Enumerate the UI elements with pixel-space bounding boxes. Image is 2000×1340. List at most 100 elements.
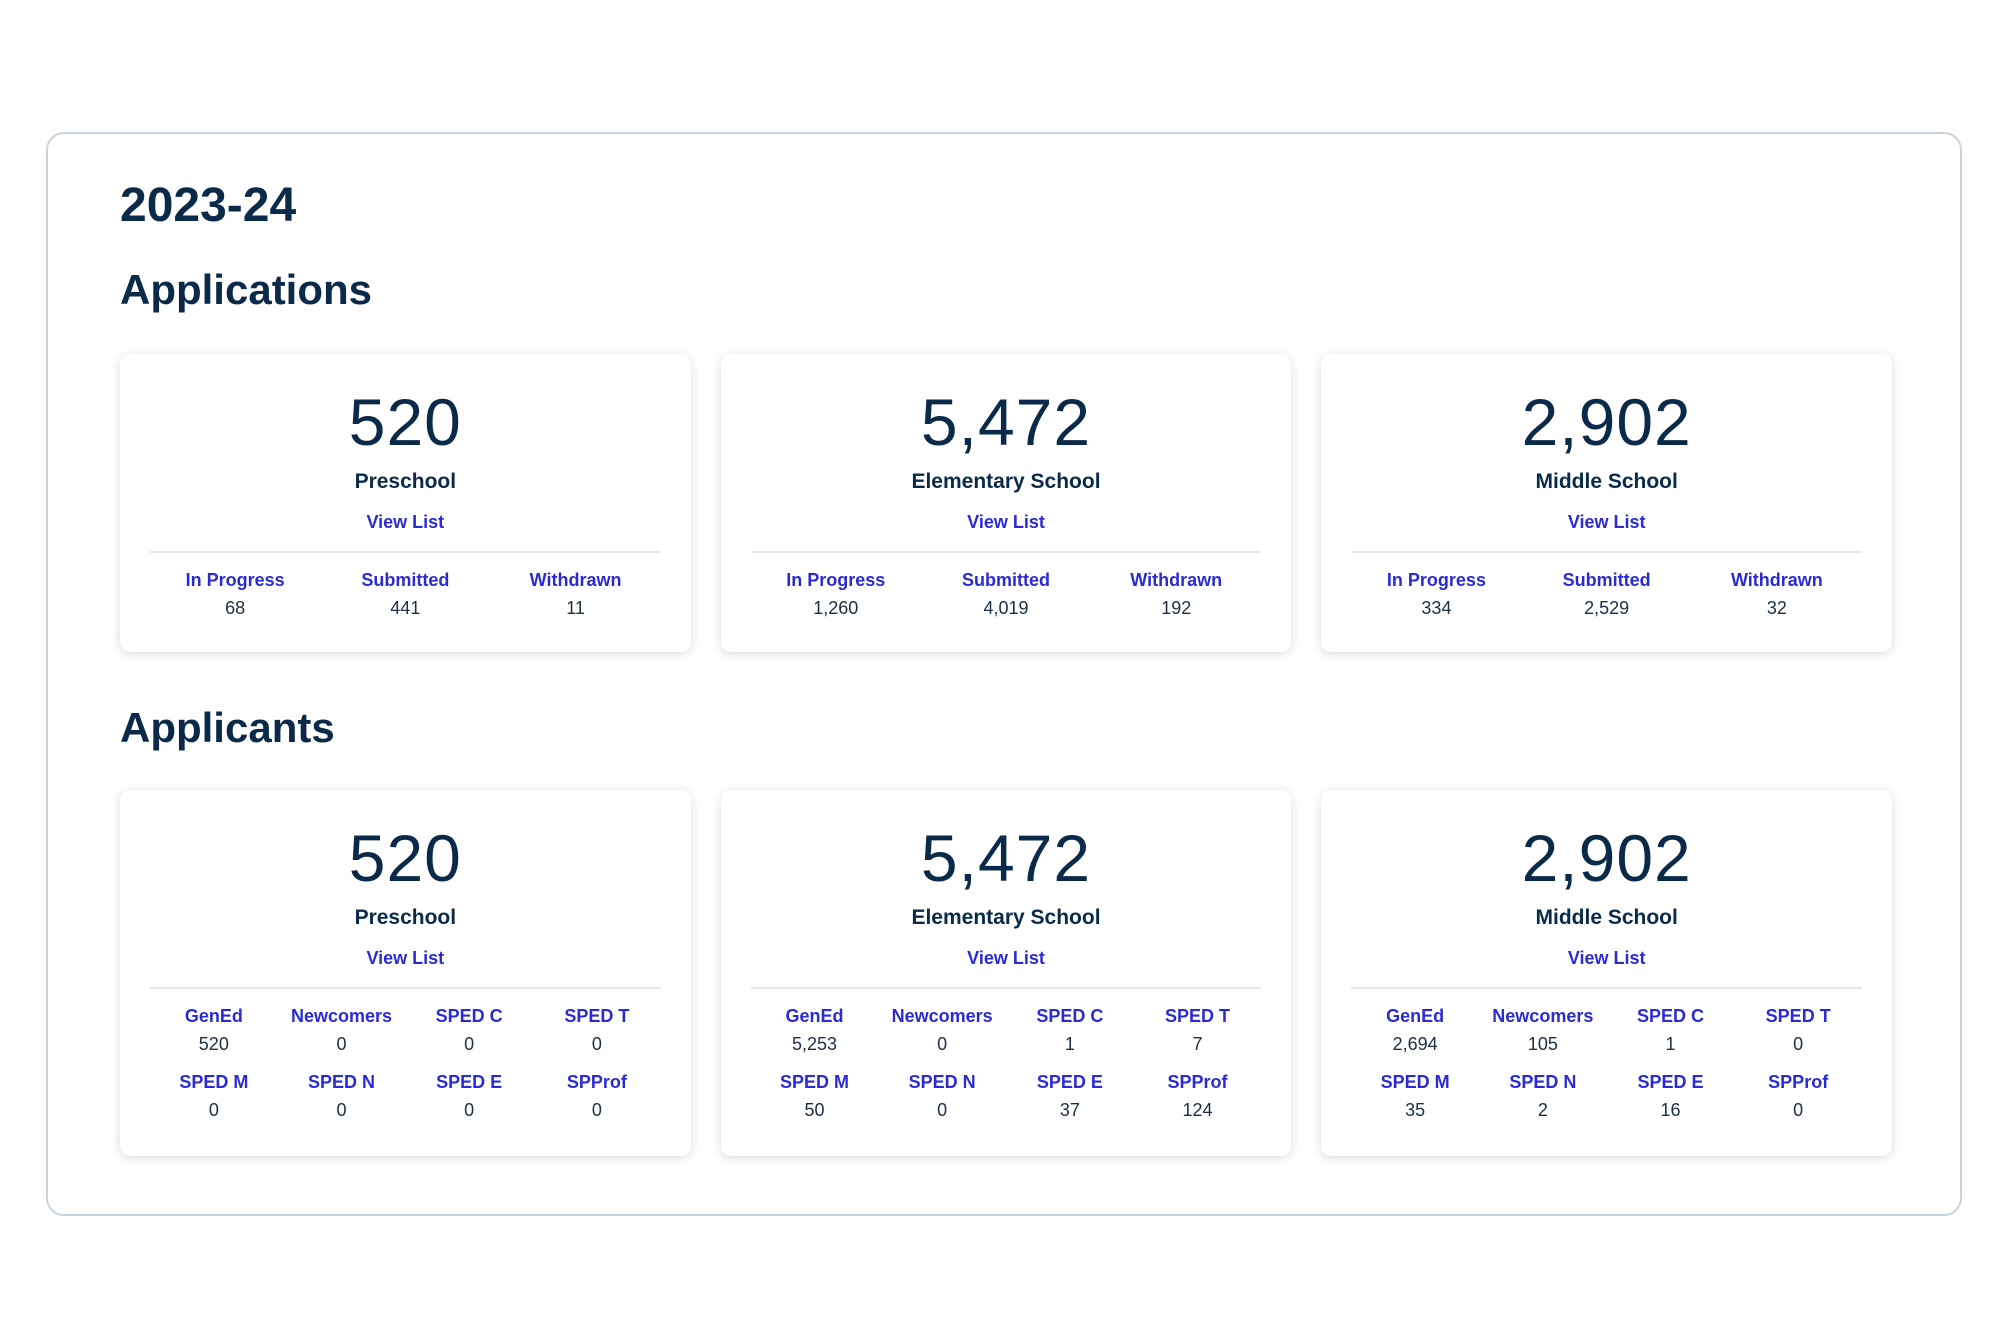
stat-withdrawn: Withdrawn 32 [1692, 568, 1862, 620]
stat-label[interactable]: SPED M [1380, 1072, 1450, 1092]
view-list-link[interactable]: View List [967, 948, 1045, 968]
stats-grid: GenEd 520 Newcomers 0 SPED C 0 SPED T 0 SPED… [150, 1004, 661, 1122]
stat-label[interactable]: In Progress [786, 570, 886, 590]
stat-label[interactable]: Withdrawn [1130, 570, 1223, 590]
stats-grid: In Progress 68 Submitted 441 Withdrawn 1… [150, 568, 661, 620]
stat-label[interactable]: In Progress [1386, 570, 1486, 590]
stat-value: 441 [390, 598, 421, 618]
stat-value: 0 [937, 1100, 948, 1120]
stat-label[interactable]: Submitted [962, 570, 1050, 590]
stat-label[interactable]: SPED C [1036, 1006, 1104, 1026]
stat-label[interactable]: SPED C [435, 1006, 503, 1026]
stat-label[interactable]: SPED T [1165, 1006, 1231, 1026]
stat-sped-t: SPED T 0 [533, 1004, 661, 1056]
applications-row: 520 Preschool View List In Progress 68 S… [120, 354, 1893, 652]
stat-label[interactable]: Submitted [361, 570, 450, 590]
card-label: Preschool [354, 906, 457, 929]
stat-label[interactable]: Submitted [1562, 570, 1651, 590]
applicants-heading: Applicants [120, 704, 335, 751]
stat-label[interactable]: SPED M [179, 1072, 249, 1092]
stat-withdrawn: Withdrawn 11 [490, 568, 660, 620]
stat-sped-n: SPED N 0 [878, 1070, 1006, 1122]
stat-label[interactable]: SPProf [1167, 1072, 1228, 1092]
stat-value: 32 [1766, 598, 1787, 618]
stat-label[interactable]: SPED N [1509, 1072, 1577, 1092]
divider [750, 987, 1262, 989]
stat-label[interactable]: SPED E [436, 1072, 503, 1092]
stat-in-progress: In Progress 68 [150, 568, 320, 620]
stats-grid: In Progress 1,260 Submitted 4,019 Withdr… [751, 568, 1262, 620]
total-count: 520 [348, 821, 462, 895]
card-label: Middle School [1535, 906, 1678, 929]
total-count: 2,902 [1521, 385, 1692, 459]
applicants-card-elementary: 5,472 Elementary School View List GenEd 5… [720, 790, 1292, 1156]
view-list-link[interactable]: View List [366, 948, 445, 968]
applications-card-middle: 2,902 Middle School View List In Progres… [1321, 354, 1893, 652]
stat-value: 0 [1793, 1100, 1804, 1120]
stat-value: 0 [1793, 1034, 1804, 1054]
applicants-row: 520 Preschool View List GenEd 520 Newcome… [120, 790, 1893, 1156]
stat-value: 0 [591, 1034, 602, 1054]
stat-value: 1 [1064, 1034, 1075, 1054]
stat-value: 0 [336, 1100, 347, 1120]
stat-label[interactable]: Withdrawn [529, 570, 622, 590]
applications-heading: Applications [120, 266, 373, 313]
stat-spprof: SPProf 0 [1734, 1070, 1862, 1122]
total-count: 2,902 [1521, 821, 1692, 895]
stat-sped-m: SPED M 50 [751, 1070, 879, 1122]
stat-sped-c: SPED C 0 [405, 1004, 533, 1056]
stat-value: 1,260 [813, 598, 859, 618]
stat-value: 11 [566, 598, 585, 618]
stat-value: 2 [1537, 1100, 1548, 1120]
stat-sped-e: SPED E 0 [405, 1070, 533, 1122]
stat-label[interactable]: SPED E [1036, 1072, 1103, 1092]
stat-label[interactable]: SPED T [1765, 1006, 1831, 1026]
stat-value: 7 [1192, 1034, 1203, 1054]
stat-label[interactable]: SPED T [564, 1006, 630, 1026]
stats-grid: GenEd 5,253 Newcomers 0 SPED C 1 SPED T 7 SP… [751, 1004, 1262, 1122]
stat-value: 4,019 [983, 598, 1029, 618]
view-list-link[interactable]: View List [967, 512, 1045, 532]
stat-sped-c: SPED C 1 [1607, 1004, 1735, 1056]
stat-label[interactable]: SPED M [779, 1072, 849, 1092]
stat-label[interactable]: GenEd [184, 1006, 243, 1026]
stat-in-progress: In Progress 334 [1351, 568, 1521, 620]
stat-gened: GenEd 520 [150, 1004, 278, 1056]
divider [1351, 987, 1863, 989]
stat-label[interactable]: Newcomers [1492, 1006, 1594, 1026]
stat-sped-e: SPED E 37 [1006, 1070, 1134, 1122]
view-list-link[interactable]: View List [1567, 948, 1646, 968]
stat-value: 37 [1059, 1100, 1080, 1120]
stat-label[interactable]: SPED N [307, 1072, 375, 1092]
stat-label[interactable]: SPED N [908, 1072, 976, 1092]
stat-value: 334 [1421, 598, 1452, 618]
stat-label[interactable]: Newcomers [290, 1006, 393, 1026]
stat-label[interactable]: SPProf [566, 1072, 627, 1092]
stat-sped-n: SPED N 2 [1479, 1070, 1607, 1122]
stat-label[interactable]: In Progress [185, 570, 285, 590]
stat-newcomers: Newcomers 105 [1479, 1004, 1607, 1056]
dashboard-panel: 2023-24 Applications 520 Preschool View … [46, 132, 1962, 1216]
stat-value: 0 [208, 1100, 219, 1120]
stat-value: 124 [1182, 1100, 1213, 1120]
view-list-link[interactable]: View List [1567, 512, 1646, 532]
stat-sped-t: SPED T 0 [1734, 1004, 1862, 1056]
divider [1351, 551, 1863, 553]
view-list-link[interactable]: View List [366, 512, 445, 532]
stat-submitted: Submitted 441 [320, 568, 490, 620]
stat-label[interactable]: SPED E [1637, 1072, 1704, 1092]
stat-label[interactable]: GenEd [1386, 1006, 1445, 1026]
stat-sped-m: SPED M 0 [150, 1070, 278, 1122]
stat-withdrawn: Withdrawn 192 [1091, 568, 1261, 620]
stat-value: 50 [804, 1100, 825, 1120]
stat-label[interactable]: SPProf [1768, 1072, 1829, 1092]
stat-label[interactable]: GenEd [785, 1006, 844, 1026]
card-label: Preschool [354, 470, 457, 493]
stat-value: 2,694 [1392, 1034, 1438, 1054]
stat-sped-t: SPED T 7 [1134, 1004, 1262, 1056]
stat-label[interactable]: Withdrawn [1730, 570, 1823, 590]
divider [750, 551, 1262, 553]
stat-label[interactable]: Newcomers [891, 1006, 993, 1026]
stat-label[interactable]: SPED C [1636, 1006, 1705, 1026]
